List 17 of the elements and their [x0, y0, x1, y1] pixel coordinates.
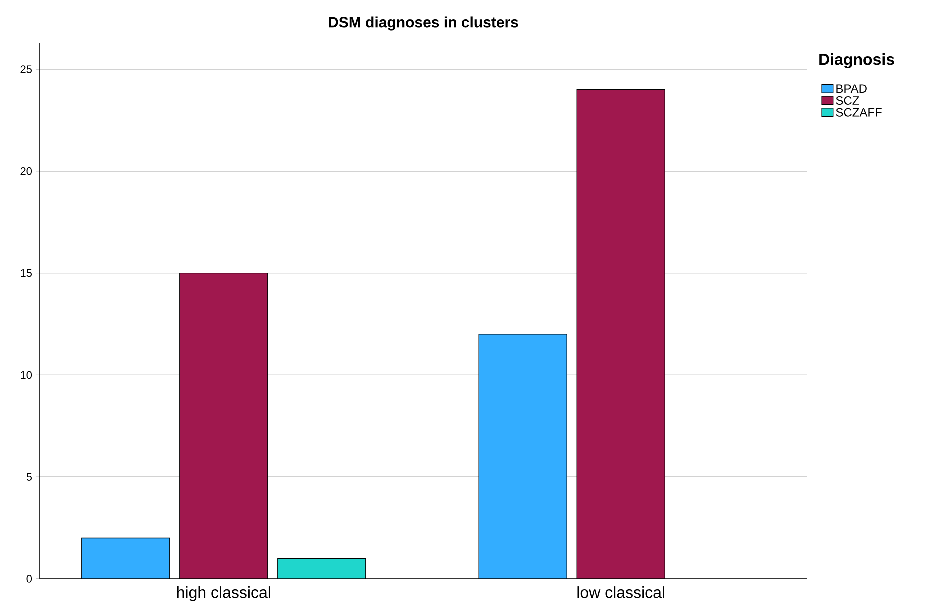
- legend-label: SCZ: [836, 96, 860, 105]
- x-tick-label: low classical: [578, 586, 664, 598]
- legend-label: SCZAFF: [836, 108, 882, 117]
- legend-label: BPAD: [836, 84, 867, 93]
- y-tick-label: 5: [26, 473, 32, 481]
- bar: [576, 90, 666, 579]
- bar: [180, 273, 268, 579]
- bar: [82, 538, 170, 579]
- y-tick-label: 25: [20, 66, 32, 74]
- y-tick-label: 0: [26, 575, 32, 583]
- legend-title: Diagnosis: [820, 53, 894, 68]
- x-tick-label: high classical: [177, 586, 270, 602]
- y-tick-label: 10: [21, 371, 32, 380]
- chart-title: DSM diagnoses in clusters: [329, 16, 518, 31]
- y-tick-label: 20: [20, 168, 32, 176]
- bar: [478, 334, 568, 579]
- y-tick-label: 15: [21, 269, 32, 278]
